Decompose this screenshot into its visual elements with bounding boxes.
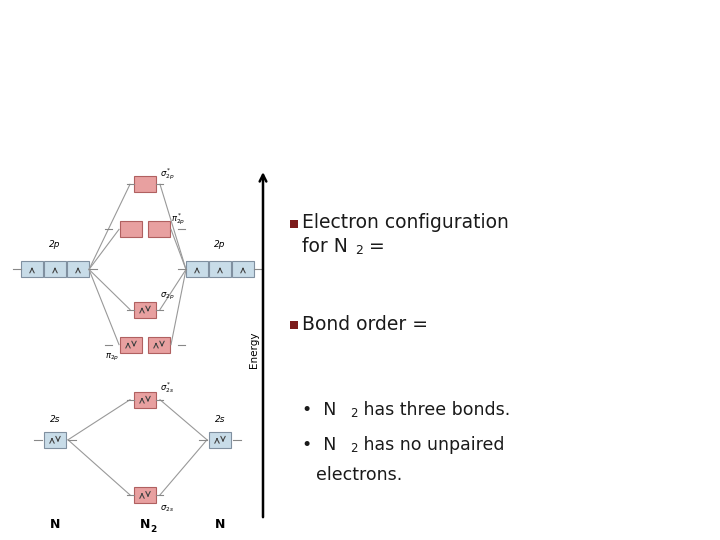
- Text: Bond order =: Bond order =: [302, 315, 428, 334]
- Text: has no unpaired: has no unpaired: [358, 436, 505, 454]
- Text: 2: 2: [350, 442, 358, 455]
- Text: •  N: • N: [302, 401, 336, 418]
- Text: $\sigma_{2s}$: $\sigma_{2s}$: [160, 504, 174, 514]
- Text: 2: 2: [407, 50, 423, 75]
- Text: Energy: Energy: [249, 332, 259, 368]
- FancyBboxPatch shape: [186, 261, 208, 278]
- FancyBboxPatch shape: [148, 221, 170, 238]
- Text: 2: 2: [355, 244, 363, 257]
- Text: 2: 2: [350, 407, 358, 420]
- Text: 2s: 2s: [215, 415, 225, 424]
- FancyBboxPatch shape: [232, 261, 254, 278]
- Text: MO Scheme for N: MO Scheme for N: [115, 28, 432, 62]
- Text: 2p: 2p: [49, 240, 60, 249]
- Text: =: =: [363, 237, 384, 256]
- Text: has three bonds.: has three bonds.: [358, 401, 510, 418]
- FancyBboxPatch shape: [120, 221, 142, 238]
- FancyBboxPatch shape: [134, 392, 156, 408]
- Bar: [290, 321, 298, 328]
- Text: N: N: [215, 518, 225, 531]
- Text: •  N: • N: [302, 436, 336, 454]
- FancyBboxPatch shape: [134, 301, 156, 318]
- Text: $\sigma^*_{2p}$: $\sigma^*_{2p}$: [160, 166, 174, 182]
- FancyBboxPatch shape: [209, 261, 231, 278]
- Text: $\sigma_{2p}$: $\sigma_{2p}$: [160, 291, 174, 302]
- Text: 2s: 2s: [50, 415, 60, 424]
- Text: N: N: [50, 518, 60, 531]
- Text: 2p: 2p: [215, 240, 226, 249]
- Text: $\pi^*_{2p}$: $\pi^*_{2p}$: [171, 212, 185, 227]
- Bar: [290, 220, 298, 228]
- FancyBboxPatch shape: [209, 432, 231, 448]
- FancyBboxPatch shape: [67, 261, 89, 278]
- FancyBboxPatch shape: [120, 336, 142, 353]
- FancyBboxPatch shape: [44, 261, 66, 278]
- Text: $\sigma^*_{2s}$: $\sigma^*_{2s}$: [160, 380, 174, 395]
- Text: electrons.: electrons.: [316, 466, 402, 484]
- FancyBboxPatch shape: [134, 487, 156, 503]
- FancyBboxPatch shape: [44, 432, 66, 448]
- FancyBboxPatch shape: [148, 336, 170, 353]
- Text: $\pi_{2p}$: $\pi_{2p}$: [105, 352, 119, 363]
- Text: for N: for N: [302, 237, 348, 256]
- Text: Electron configuration: Electron configuration: [302, 213, 509, 232]
- FancyBboxPatch shape: [134, 176, 156, 192]
- Text: N: N: [140, 518, 150, 531]
- FancyBboxPatch shape: [21, 261, 43, 278]
- Text: 2: 2: [150, 525, 156, 535]
